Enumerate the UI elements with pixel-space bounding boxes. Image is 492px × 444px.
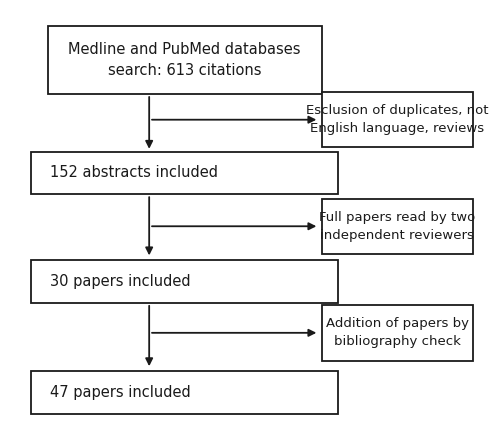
Text: 47 papers included: 47 papers included bbox=[50, 385, 191, 400]
FancyBboxPatch shape bbox=[322, 198, 473, 254]
FancyBboxPatch shape bbox=[31, 371, 338, 414]
FancyBboxPatch shape bbox=[48, 26, 322, 94]
Text: Medline and PubMed databases
search: 613 citations: Medline and PubMed databases search: 613… bbox=[68, 42, 301, 78]
FancyBboxPatch shape bbox=[31, 152, 338, 194]
FancyBboxPatch shape bbox=[31, 260, 338, 303]
Text: Addition of papers by
bibliography check: Addition of papers by bibliography check bbox=[326, 317, 469, 349]
Text: Esclusion of duplicates, not
English language, reviews: Esclusion of duplicates, not English lan… bbox=[306, 104, 489, 135]
Text: 152 abstracts included: 152 abstracts included bbox=[50, 166, 218, 180]
FancyBboxPatch shape bbox=[322, 305, 473, 361]
Text: Full papers read by two
independent reviewers: Full papers read by two independent revi… bbox=[319, 211, 475, 242]
FancyBboxPatch shape bbox=[322, 92, 473, 147]
Text: 30 papers included: 30 papers included bbox=[50, 274, 190, 289]
